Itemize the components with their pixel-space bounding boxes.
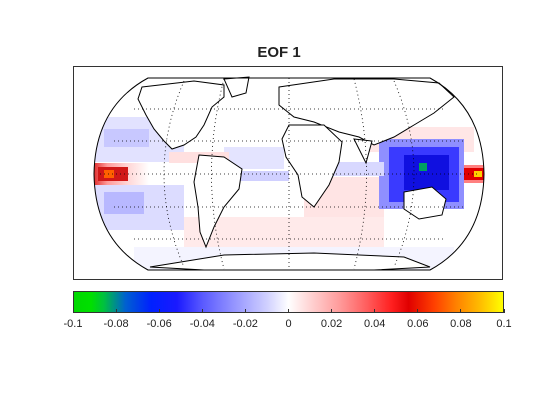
colorbar-tickmark (288, 309, 289, 313)
colorbar-tick-label: 0.02 (320, 318, 343, 330)
colorbar-tickmark (504, 309, 505, 313)
anomaly-patch-s-pacific-2 (104, 192, 144, 214)
colorbar-tickmark (202, 309, 203, 313)
colorbar-tickmark (159, 309, 160, 313)
anomaly-patch-n-pacific-2 (104, 129, 149, 147)
colorbar-tick-label: -0.06 (146, 318, 172, 330)
colorbar-tick-label: -0.04 (189, 318, 215, 330)
west-pacific-cool-core (404, 155, 449, 190)
india (353, 138, 373, 165)
globe-outline (93, 77, 485, 271)
south-america (193, 154, 243, 249)
indian-cool-band (324, 162, 384, 176)
europe-asia (278, 78, 455, 146)
atlantic-cool-band (234, 171, 289, 181)
anomaly-patch-south (184, 217, 384, 247)
world-map (93, 76, 485, 271)
colorbar-tick-label: 0.08 (450, 318, 472, 330)
colorbar-tickmark (374, 309, 375, 313)
colorbar-tick-label: 0.04 (363, 318, 386, 330)
colorbar-tick-label: -0.08 (103, 318, 129, 330)
australia (403, 186, 447, 220)
colorbar-tickmark (245, 309, 246, 313)
colorbar-tickmark (116, 309, 117, 313)
colorbar-tick-label: -0.02 (232, 318, 258, 330)
colorbar-tick-label: 0.1 (496, 318, 512, 330)
colorbar-tickmark (331, 309, 332, 313)
colorbar-tick-label: -0.1 (63, 318, 83, 330)
colorbar-tickmark (417, 309, 418, 313)
colorbar-tick-label: 0.06 (407, 318, 429, 330)
continents (137, 76, 455, 271)
anomaly-patch-atlantic (224, 147, 284, 169)
west-pacific-green (419, 163, 427, 171)
colorbar-tickmark (73, 309, 74, 313)
map-axes (73, 66, 503, 280)
graticule (100, 78, 478, 270)
colorbar-tickmark (460, 309, 461, 313)
colorbar-tick-label: 0 (285, 318, 292, 330)
plot-title: EOF 1 (257, 44, 301, 61)
central-pacific-warm-yellow (474, 171, 482, 177)
